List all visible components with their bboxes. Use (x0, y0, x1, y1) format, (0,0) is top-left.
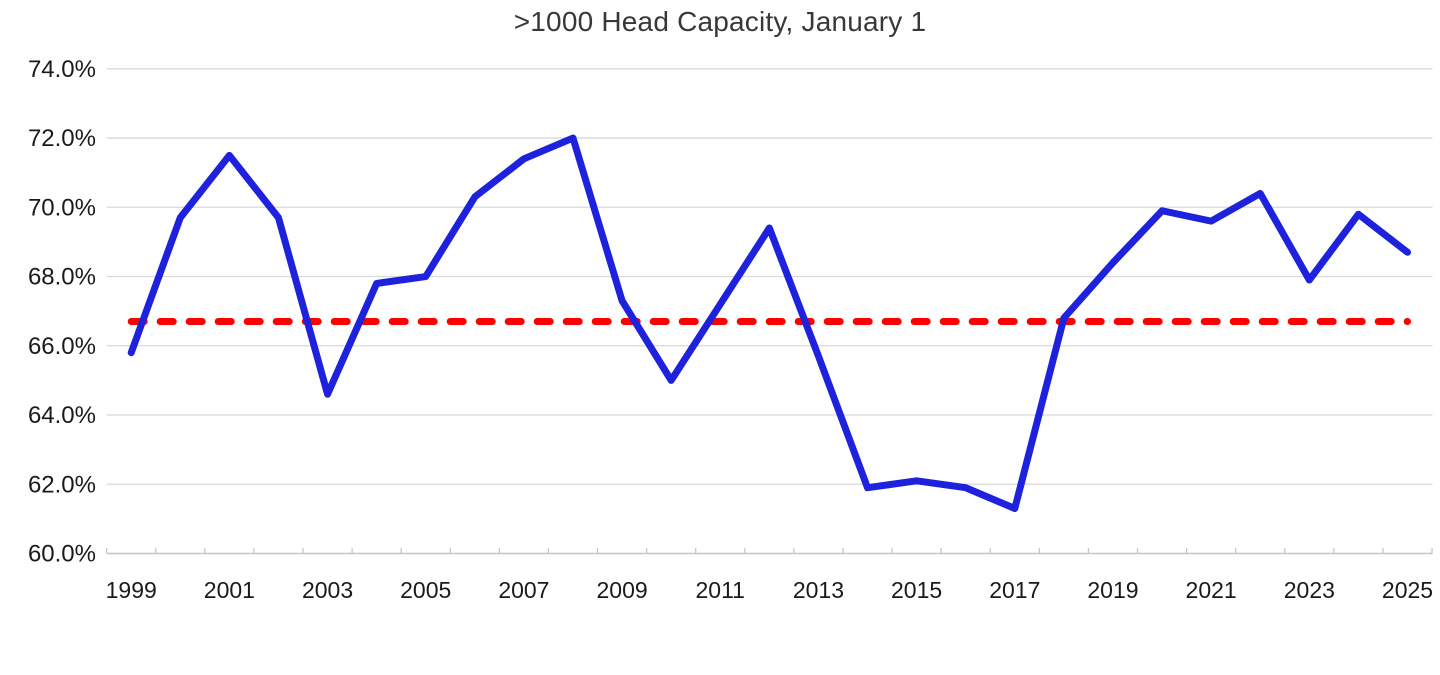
x-tick-label: 2009 (596, 577, 647, 603)
x-tick-label: 2017 (989, 577, 1040, 603)
y-tick-label: 62.0% (28, 471, 96, 498)
y-tick-label: 66.0% (28, 333, 96, 360)
x-tick-label: 1999 (106, 577, 157, 603)
y-tick-label: 60.0% (28, 541, 96, 568)
x-tick-label: 2019 (1087, 577, 1138, 603)
x-tick-label: 2015 (891, 577, 942, 603)
x-tick-label: 2005 (400, 577, 451, 603)
x-tick-label: 2013 (793, 577, 844, 603)
y-tick-label: 64.0% (28, 402, 96, 429)
x-tick-label: 2007 (498, 577, 549, 603)
y-tick-label: 68.0% (28, 264, 96, 291)
y-tick-label: 72.0% (28, 125, 96, 152)
y-tick-label: 74.0% (28, 56, 96, 83)
y-tick-label: 70.0% (28, 194, 96, 221)
x-tick-label: 2003 (302, 577, 353, 603)
x-tick-label: 2011 (696, 577, 745, 603)
x-tick-label: 2021 (1186, 577, 1237, 603)
x-tick-label: 2001 (204, 577, 255, 603)
data-series-line (127, 134, 1411, 512)
x-tick-label: 2025 (1382, 577, 1433, 603)
chart-title: >1000 Head Capacity, January 1 (513, 6, 927, 37)
x-tick-label: 2023 (1284, 577, 1335, 603)
